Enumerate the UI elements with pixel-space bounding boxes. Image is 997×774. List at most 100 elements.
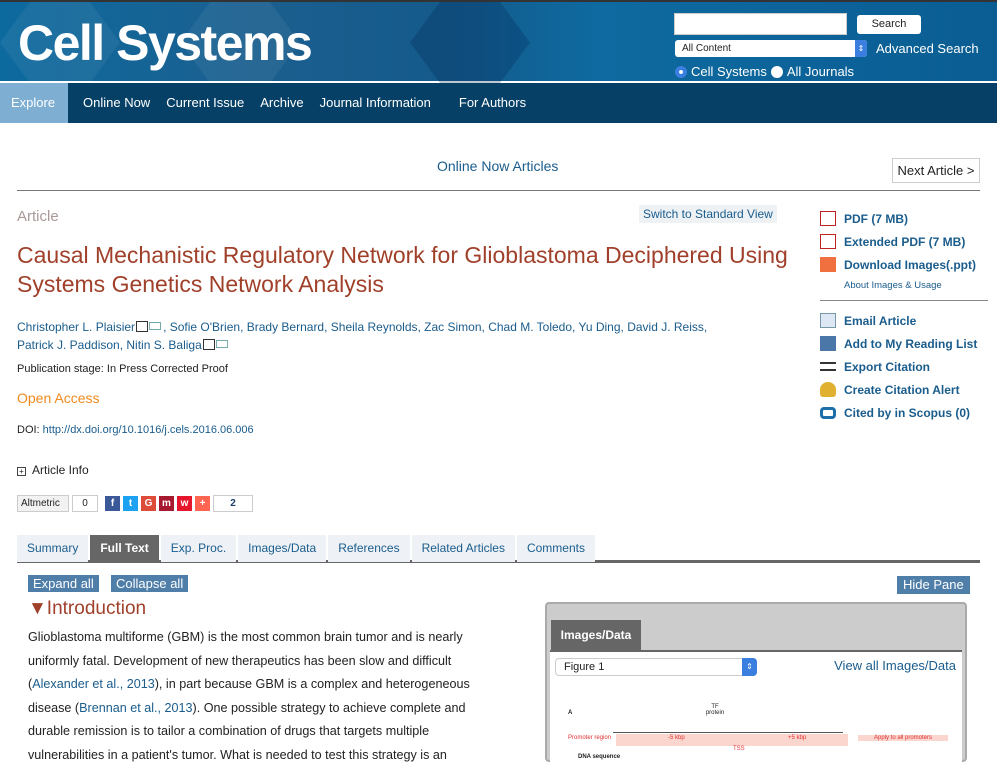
reading-list-label: Add to My Reading List <box>844 336 978 351</box>
pdf-icon <box>820 211 836 226</box>
author-link[interactable]: David J. Reiss <box>627 320 704 334</box>
pdf-icon <box>820 234 836 249</box>
doi-link[interactable]: http://dx.doi.org/10.1016/j.cels.2016.06… <box>42 424 254 436</box>
altmetric-count: 0 <box>72 495 98 512</box>
tab-comments[interactable]: Comments <box>516 535 595 562</box>
citation-alert-label: Create Citation Alert <box>844 382 960 397</box>
introduction-text: Glioblastoma multiforme (GBM) is the mos… <box>28 626 488 767</box>
email-icon[interactable] <box>149 322 162 330</box>
author-link[interactable]: Chad M. Toledo <box>488 320 573 334</box>
figure-text: -5 kbp <box>668 735 685 741</box>
corresponding-author-icon <box>202 339 215 350</box>
doi-label: DOI: <box>17 424 43 436</box>
nav-current-issue[interactable]: Current Issue <box>166 95 245 110</box>
online-now-articles-link[interactable]: Online Now Articles <box>437 158 559 174</box>
figure-line <box>613 732 843 733</box>
chevron-updown-icon: ⇕ <box>855 40 867 57</box>
author-link[interactable]: Brady Bernard <box>246 320 325 334</box>
nav-explore[interactable]: Explore <box>0 83 68 123</box>
tab-exp-proc[interactable]: Exp. Proc. <box>160 535 237 562</box>
reading-list-link[interactable]: Add to My Reading List <box>820 332 988 355</box>
extended-pdf-link[interactable]: Extended PDF (7 MB) <box>820 230 988 253</box>
addthis-icon[interactable]: + <box>195 496 210 511</box>
figure-select[interactable]: Figure 1 ⇕ <box>555 658 757 676</box>
author-link[interactable]: Christopher L. Plaisier <box>17 320 136 334</box>
tab-full-text[interactable]: Full Text <box>90 535 159 562</box>
article-info-toggle[interactable]: + Article Info <box>17 463 89 477</box>
extended-pdf-label: Extended PDF (7 MB) <box>844 234 966 249</box>
email-icon[interactable] <box>215 340 228 348</box>
powerpoint-icon <box>820 257 836 272</box>
author-link[interactable]: Sheila Reynolds <box>330 320 418 334</box>
scope-select-value: All Content <box>682 43 731 54</box>
next-article-button[interactable]: Next Article > <box>892 158 980 183</box>
author-list: Christopher L. Plaisier, Sofie O'Brien, … <box>17 320 708 352</box>
download-images-link[interactable]: Download Images(.ppt) <box>820 253 988 276</box>
tab-summary[interactable]: Summary <box>17 535 89 562</box>
collapse-all-button[interactable]: Collapse all <box>111 575 189 592</box>
google-plus-icon[interactable]: G <box>141 496 156 511</box>
figure-text: Apply to all promoters <box>858 735 948 741</box>
article-type: Article <box>17 208 59 225</box>
article-tabs: Summary Full Text Exp. Proc. Images/Data… <box>17 535 980 563</box>
scopus-label: Cited by in Scopus (0) <box>844 405 971 420</box>
pdf-label: PDF (7 MB) <box>844 211 908 226</box>
figure-text: +5 kbp <box>788 735 807 741</box>
scopus-link[interactable]: Cited by in Scopus (0) <box>820 401 988 424</box>
search-input[interactable] <box>674 13 847 35</box>
pdf-link[interactable]: PDF (7 MB) <box>820 207 988 230</box>
search-button[interactable]: Search <box>857 15 921 34</box>
figure-select-value: Figure 1 <box>564 661 605 673</box>
export-citation-label: Export Citation <box>844 359 930 374</box>
facebook-icon[interactable]: f <box>105 496 120 511</box>
tab-related-articles[interactable]: Related Articles <box>411 535 515 562</box>
citation-alert-link[interactable]: Create Citation Alert <box>820 378 988 401</box>
radio-cell-systems[interactable] <box>675 65 687 78</box>
view-all-images-link[interactable]: View all Images/Data <box>834 658 956 673</box>
main-nav: Explore Online Now Current Issue Archive… <box>0 83 997 123</box>
figure-region <box>616 734 848 746</box>
tab-images-data[interactable]: Images/Data <box>238 535 327 562</box>
journal-logo[interactable]: Cell Systems <box>18 15 313 71</box>
paragraph-text: Glioblastoma multiforme (GBM) is the mos… <box>28 630 463 691</box>
figure-thumbnail[interactable]: A TF protein Promoter region -5 kbp +5 k… <box>568 704 958 774</box>
author-link[interactable]: Yu Ding <box>578 320 621 334</box>
pane-tab-images-data[interactable]: Images/Data <box>551 620 641 650</box>
download-images-label: Download Images(.ppt) <box>844 257 976 272</box>
altmetric-badge[interactable]: Altmetric <box>17 495 69 512</box>
list-icon <box>820 362 836 371</box>
radio-all-journals[interactable] <box>770 65 783 78</box>
about-images-link[interactable]: About Images & Usage <box>844 280 942 291</box>
scopus-icon <box>820 406 836 419</box>
reference-link[interactable]: Alexander et al., 2013 <box>32 677 155 691</box>
reference-link[interactable]: Brennan et al., 2013 <box>79 700 193 715</box>
figure-text: TF protein <box>705 704 725 716</box>
switch-view-link[interactable]: Switch to Standard View <box>639 205 777 223</box>
divider <box>17 190 980 191</box>
figure-text: TSS <box>733 746 745 752</box>
hide-pane-button[interactable]: Hide Pane <box>897 576 970 594</box>
export-citation-link[interactable]: Export Citation <box>820 355 988 378</box>
nav-online-now[interactable]: Online Now <box>83 95 151 110</box>
weibo-icon[interactable]: w <box>177 496 192 511</box>
advanced-search-link[interactable]: Advanced Search <box>876 41 979 56</box>
nav-journal-information[interactable]: Journal Information <box>319 95 431 110</box>
journal-banner: Cell Systems Search All Content ⇕ Advance… <box>0 0 997 83</box>
author-link[interactable]: Patrick J. Paddison <box>17 338 120 352</box>
figure-text: DNA sequence <box>578 754 621 760</box>
section-title-introduction[interactable]: ▼Introduction <box>28 598 147 619</box>
author-link[interactable]: Nitin S. Baliga <box>126 338 202 352</box>
scope-select[interactable]: All Content ⇕ <box>675 40 867 57</box>
article-tools: PDF (7 MB) Extended PDF (7 MB) Download … <box>820 207 988 424</box>
email-article-link[interactable]: Email Article <box>820 309 988 332</box>
mendeley-icon[interactable]: m <box>159 496 174 511</box>
author-link[interactable]: Sofie O'Brien <box>169 320 241 334</box>
author-link[interactable]: Zac Simon <box>424 320 482 334</box>
nav-for-authors[interactable]: For Authors <box>458 95 527 110</box>
twitter-icon[interactable]: t <box>123 496 138 511</box>
nav-archive[interactable]: Archive <box>260 95 304 110</box>
scope-radios: Cell Systems All Journals <box>675 64 854 79</box>
tab-references[interactable]: References <box>328 535 410 562</box>
pane-content: Figure 1 ⇕ View all Images/Data A TF prot… <box>550 650 962 770</box>
expand-all-button[interactable]: Expand all <box>28 575 99 592</box>
